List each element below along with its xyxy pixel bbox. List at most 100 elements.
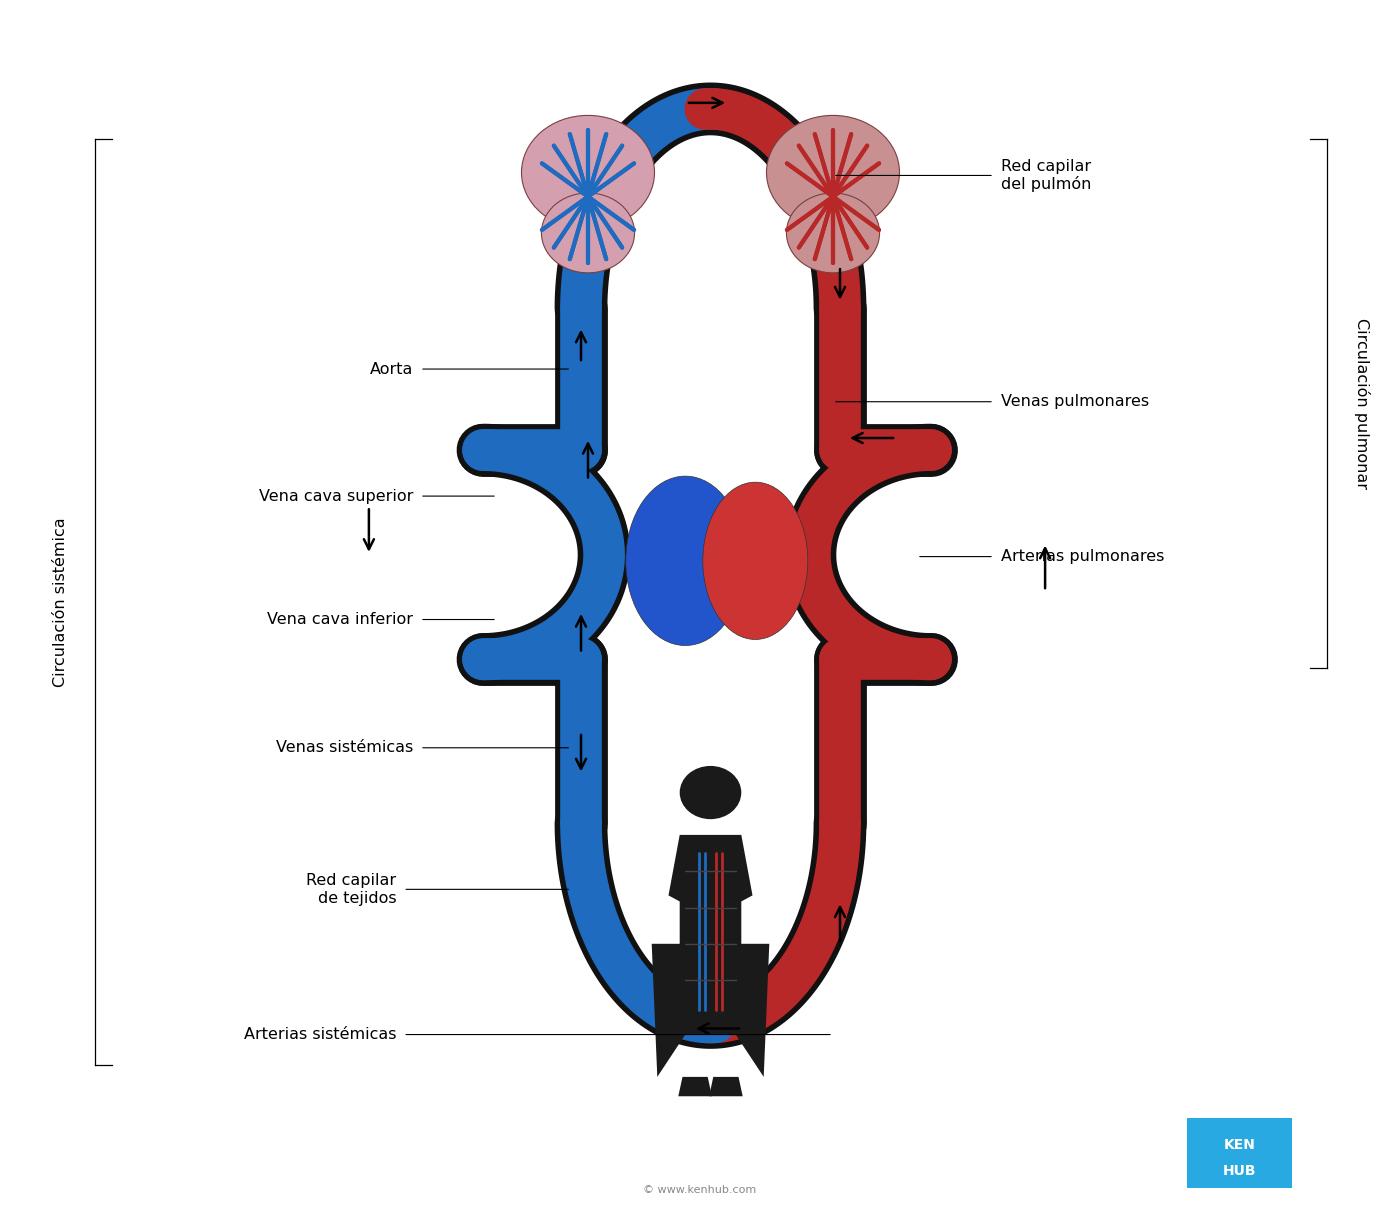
Point xyxy=(573,816,589,830)
Point xyxy=(696,846,713,860)
Point xyxy=(573,652,589,667)
Point xyxy=(871,223,888,237)
Text: Aorta: Aorta xyxy=(370,362,413,376)
Point xyxy=(858,241,875,255)
Text: Arterias pulmonares: Arterias pulmonares xyxy=(1001,549,1165,564)
Line: 2 pts: 2 pts xyxy=(787,163,879,230)
Point xyxy=(549,465,566,479)
Point xyxy=(832,652,848,667)
Point xyxy=(580,122,596,137)
Point xyxy=(573,831,589,846)
Line: 2 pts: 2 pts xyxy=(542,163,634,230)
Point xyxy=(549,630,566,645)
Ellipse shape xyxy=(703,483,808,640)
Line: 2 pts: 2 pts xyxy=(570,134,606,259)
Point xyxy=(830,842,847,857)
Line: 2 pts: 2 pts xyxy=(815,134,851,259)
Point xyxy=(678,900,694,915)
Line: 2 pts: 2 pts xyxy=(570,134,606,259)
Point xyxy=(791,241,808,255)
Point xyxy=(561,252,578,266)
Point xyxy=(910,652,927,667)
Line: 2 pts: 2 pts xyxy=(787,163,879,230)
Line: 2 pts: 2 pts xyxy=(787,163,879,230)
Point xyxy=(832,443,848,457)
Line: 2 pts: 2 pts xyxy=(815,134,851,259)
Point xyxy=(806,252,823,266)
Point xyxy=(475,443,491,457)
Point xyxy=(690,1003,707,1018)
Text: Vena cava superior: Vena cava superior xyxy=(259,489,413,503)
Text: Red capilar
del pulmón: Red capilar del pulmón xyxy=(1001,159,1092,192)
Point xyxy=(832,816,848,830)
Point xyxy=(676,1012,693,1026)
Point xyxy=(832,301,848,316)
Polygon shape xyxy=(651,835,770,1077)
Point xyxy=(832,652,848,667)
Point xyxy=(707,1003,725,1018)
Point xyxy=(848,465,865,479)
Point xyxy=(923,652,939,667)
Point xyxy=(832,816,848,830)
Point xyxy=(871,223,888,237)
Point xyxy=(923,652,939,667)
Point xyxy=(574,275,591,289)
Point xyxy=(792,957,809,972)
Point xyxy=(678,864,694,878)
Point xyxy=(573,443,589,457)
Point xyxy=(575,606,592,621)
Ellipse shape xyxy=(626,476,745,646)
Point xyxy=(573,816,589,830)
Point xyxy=(704,1015,721,1030)
Point xyxy=(808,188,825,202)
Point xyxy=(778,156,795,171)
Point xyxy=(573,443,589,457)
Point xyxy=(626,156,643,171)
Point xyxy=(724,1013,741,1027)
Point xyxy=(700,102,717,116)
Point xyxy=(923,443,939,457)
Text: Arterias sistémicas: Arterias sistémicas xyxy=(244,1027,396,1042)
Point xyxy=(848,630,865,645)
Point xyxy=(848,630,865,645)
Point xyxy=(475,443,491,457)
Point xyxy=(923,443,939,457)
Line: 2 pts: 2 pts xyxy=(799,145,867,248)
Point xyxy=(707,1015,724,1030)
Point xyxy=(594,565,610,580)
Point xyxy=(820,898,837,912)
Point xyxy=(546,138,563,152)
Point xyxy=(687,1014,704,1028)
Point xyxy=(871,156,888,171)
Point xyxy=(487,652,504,667)
Point xyxy=(806,252,823,266)
Point xyxy=(843,252,860,266)
Point xyxy=(843,127,860,142)
Point xyxy=(598,127,615,142)
Line: 62 pts: 62 pts xyxy=(581,823,715,1022)
Point xyxy=(806,127,823,142)
Point xyxy=(825,257,841,271)
Point xyxy=(848,465,865,479)
Point xyxy=(697,1015,714,1030)
Point xyxy=(829,265,846,280)
Point xyxy=(598,252,615,266)
Point xyxy=(806,127,823,142)
Point xyxy=(825,257,841,271)
Point xyxy=(843,127,860,142)
Point xyxy=(487,652,504,667)
Point xyxy=(697,102,714,116)
Text: Circulación sistémica: Circulación sistémica xyxy=(53,517,67,687)
Point xyxy=(573,816,589,830)
Point xyxy=(713,846,731,860)
Point xyxy=(858,241,875,255)
Point xyxy=(791,241,808,255)
Point xyxy=(613,241,630,255)
Point xyxy=(832,301,848,316)
Ellipse shape xyxy=(521,115,655,230)
Point xyxy=(612,160,629,174)
Ellipse shape xyxy=(542,194,634,272)
Line: 2 pts: 2 pts xyxy=(542,163,634,230)
Point xyxy=(788,964,805,979)
Line: 62 pts: 62 pts xyxy=(706,823,840,1022)
